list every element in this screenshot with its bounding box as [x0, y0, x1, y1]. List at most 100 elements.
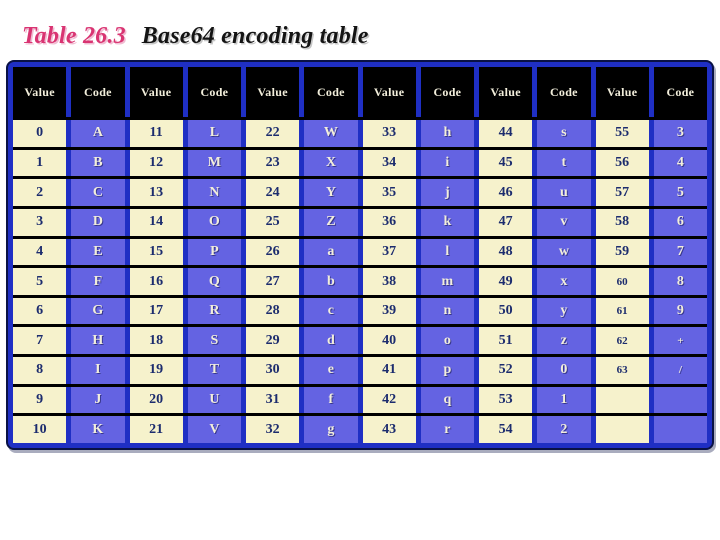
value-cell: 2 — [13, 179, 67, 206]
code-cell: r — [420, 416, 474, 444]
code-cell: 4 — [653, 149, 707, 177]
code-cell: 0 — [537, 357, 591, 384]
header-cell-code: Code — [537, 67, 591, 117]
row-divider — [13, 176, 707, 180]
row-divider — [13, 117, 707, 120]
code-cell: B — [71, 149, 125, 177]
value-cell: 6 — [13, 297, 67, 325]
value-cell: 19 — [129, 357, 183, 384]
empty-cell — [595, 386, 649, 414]
value-cell: 4 — [13, 238, 67, 266]
header-cell-value: Value — [595, 67, 649, 117]
code-cell: 3 — [653, 120, 707, 147]
value-cell: 52 — [479, 357, 533, 384]
row-divider — [13, 205, 707, 209]
code-cell: p — [420, 357, 474, 384]
header-cell-value: Value — [13, 67, 67, 117]
code-cell: 6 — [653, 208, 707, 236]
code-cell: h — [420, 120, 474, 147]
code-cell: 8 — [653, 268, 707, 295]
code-cell: / — [653, 357, 707, 384]
value-cell: 36 — [362, 208, 416, 236]
table-row: 7 H 18 S 29 d 40 o 51 z 62 + — [13, 327, 707, 355]
code-cell: K — [71, 416, 125, 444]
header-cell-code: Code — [187, 67, 241, 117]
code-cell: Z — [304, 208, 358, 236]
code-cell: d — [304, 327, 358, 355]
code-cell: 5 — [653, 179, 707, 206]
code-cell: f — [304, 386, 358, 414]
code-cell: O — [187, 208, 241, 236]
value-cell: 42 — [362, 386, 416, 414]
code-cell: m — [420, 268, 474, 295]
empty-cell — [653, 416, 707, 444]
value-cell: 8 — [13, 357, 67, 384]
value-cell: 54 — [479, 416, 533, 444]
code-cell: S — [187, 327, 241, 355]
row-divider — [13, 354, 707, 358]
table-number: Table 26.3 — [22, 23, 126, 49]
code-cell: u — [537, 179, 591, 206]
value-cell: 22 — [246, 120, 300, 147]
table-row: 6 G 17 R 28 c 39 n 50 y 61 9 — [13, 297, 707, 325]
code-cell: v — [537, 208, 591, 236]
value-cell: 9 — [13, 386, 67, 414]
code-cell: s — [537, 120, 591, 147]
value-cell: 38 — [362, 268, 416, 295]
row-divider — [13, 294, 707, 298]
empty-cell — [595, 416, 649, 444]
code-cell: N — [187, 179, 241, 206]
code-cell: T — [187, 357, 241, 384]
table-header-row: Value Code Value Code Value Code Value Code Valu… — [13, 67, 707, 117]
value-cell: 16 — [129, 268, 183, 295]
code-cell: j — [420, 179, 474, 206]
code-cell: M — [187, 149, 241, 177]
value-cell: 37 — [362, 238, 416, 266]
code-cell: 2 — [537, 416, 591, 444]
value-cell: 61 — [595, 297, 649, 325]
value-cell: 56 — [595, 149, 649, 177]
row-divider — [13, 413, 707, 417]
code-cell: e — [304, 357, 358, 384]
code-cell: y — [537, 297, 591, 325]
table-row: 5 F 16 Q 27 b 38 m 49 x 60 8 — [13, 268, 707, 295]
code-cell: q — [420, 386, 474, 414]
code-cell: L — [187, 120, 241, 147]
value-cell: 32 — [246, 416, 300, 444]
code-cell: x — [537, 268, 591, 295]
code-cell: H — [71, 327, 125, 355]
value-cell: 31 — [246, 386, 300, 414]
value-cell: 51 — [479, 327, 533, 355]
value-cell: 29 — [246, 327, 300, 355]
value-cell: 39 — [362, 297, 416, 325]
value-cell: 27 — [246, 268, 300, 295]
code-cell: b — [304, 268, 358, 295]
table-row: 4 E 15 P 26 a 37 l 48 w 59 7 — [13, 238, 707, 266]
value-cell: 49 — [479, 268, 533, 295]
code-cell: P — [187, 238, 241, 266]
value-cell: 10 — [13, 416, 67, 444]
code-cell: c — [304, 297, 358, 325]
table-row: 3 D 14 O 25 Z 36 k 47 v 58 6 — [13, 208, 707, 236]
code-cell: R — [187, 297, 241, 325]
value-cell: 34 — [362, 149, 416, 177]
value-cell: 57 — [595, 179, 649, 206]
value-cell: 40 — [362, 327, 416, 355]
code-cell: o — [420, 327, 474, 355]
header-cell-value: Value — [246, 67, 300, 117]
value-cell: 33 — [362, 120, 416, 147]
row-divider — [13, 383, 707, 387]
value-cell: 30 — [246, 357, 300, 384]
table-row: 10 K 21 V 32 g 43 r 54 2 — [13, 416, 707, 444]
code-cell: 1 — [537, 386, 591, 414]
code-cell: X — [304, 149, 358, 177]
header-cell-value: Value — [362, 67, 416, 117]
value-cell: 60 — [595, 268, 649, 295]
value-cell: 28 — [246, 297, 300, 325]
code-cell: i — [420, 149, 474, 177]
code-cell: n — [420, 297, 474, 325]
header-cell-code: Code — [420, 67, 474, 117]
value-cell: 14 — [129, 208, 183, 236]
value-cell: 62 — [595, 327, 649, 355]
